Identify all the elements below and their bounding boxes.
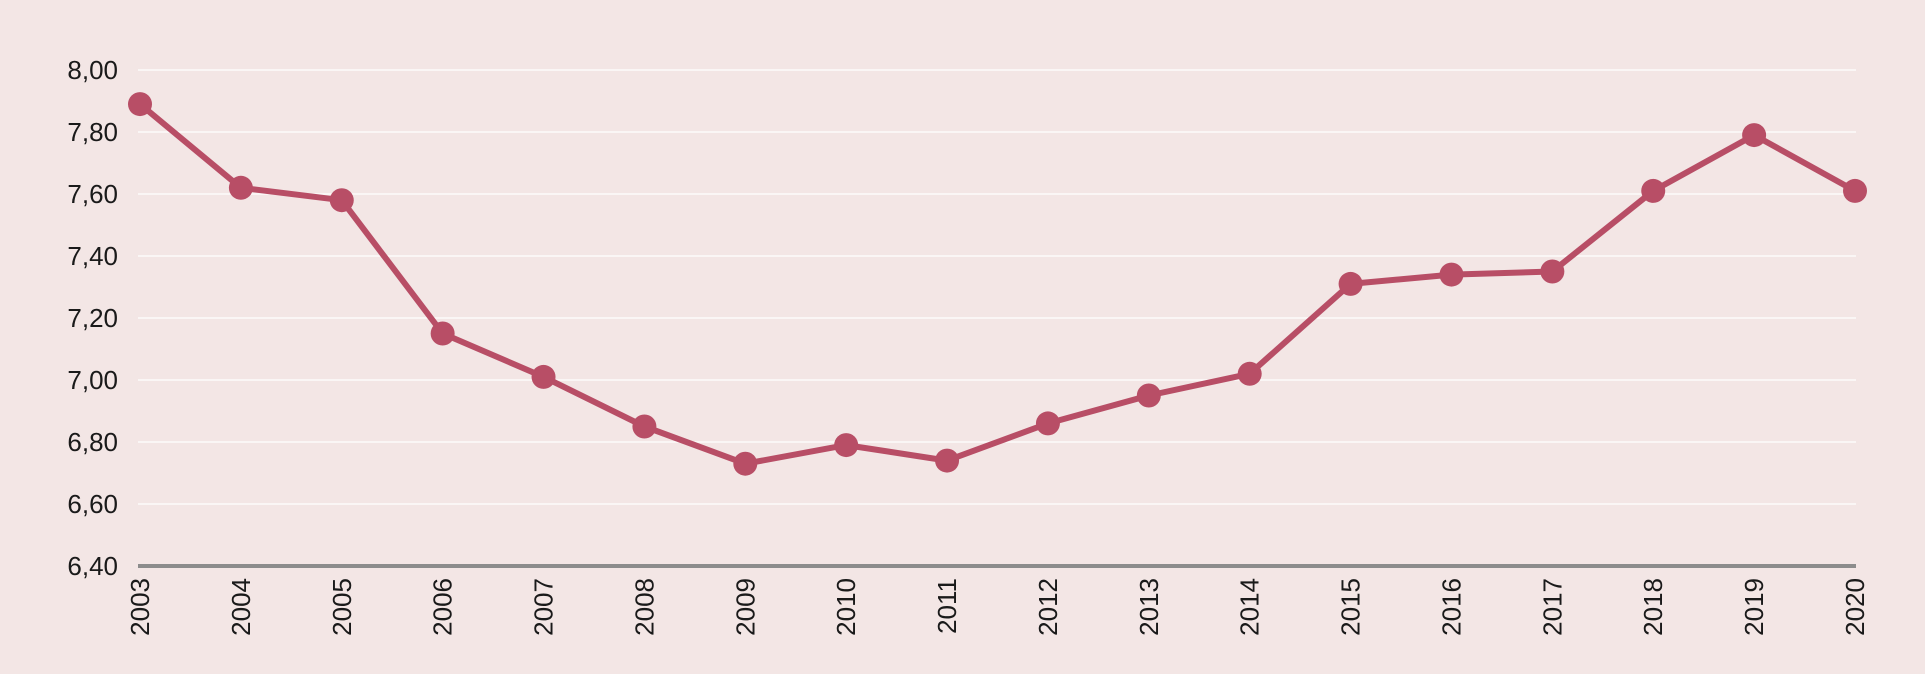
y-tick-label: 6,40 [67,551,118,581]
data-point [1338,271,1363,296]
data-point [1136,383,1161,408]
y-tick-label: 7,60 [67,179,118,209]
data-point [531,364,556,389]
x-axis-tick-labels: 2003 2004 2005 2006 2007 2008 2009 2010 2011 2012… [125,578,1870,636]
data-point [1035,411,1060,436]
y-tick-label: 6,60 [67,489,118,519]
x-tick-label: 2008 [629,578,659,636]
data-point [228,175,253,200]
series-line [137,101,1858,467]
x-tick-label: 2017 [1537,578,1567,636]
data-point [1742,123,1767,148]
x-tick-label: 2007 [529,578,559,636]
data-point [1237,361,1262,386]
x-tick-label: 2016 [1436,578,1466,636]
data-point [1439,262,1464,287]
data-point [430,321,455,346]
gridlines [138,69,1856,505]
x-tick-label: 2012 [1033,578,1063,636]
data-point [733,451,758,476]
y-tick-label: 7,80 [67,117,118,147]
x-tick-label: 2015 [1336,578,1366,636]
y-tick-label: 8,00 [67,55,118,85]
x-tick-label: 2010 [831,578,861,636]
x-tick-label: 2014 [1235,578,1265,636]
y-tick-label: 7,00 [67,365,118,395]
x-tick-label: 2004 [226,578,256,636]
x-tick-label: 2018 [1638,578,1668,636]
data-point [1843,178,1867,203]
y-tick-label: 7,20 [67,303,118,333]
x-tick-label: 2005 [327,578,357,636]
series-layer [128,92,1867,476]
x-tick-label: 2003 [125,578,155,636]
data-point [935,448,960,473]
y-axis-tick-labels: 8,00 7,80 7,60 7,40 7,20 7,00 6,80 6,60 6,40 [67,55,118,581]
x-tick-label: 2006 [428,578,458,636]
data-point [128,92,152,117]
x-tick-label: 2020 [1840,578,1870,636]
data-point [834,433,859,458]
data-point [632,414,657,439]
x-tick-label: 2013 [1134,578,1164,636]
data-point [329,188,354,213]
x-tick-label: 2009 [730,578,760,636]
data-point [1540,259,1565,284]
data-point [1641,178,1666,203]
x-tick-label: 2019 [1739,578,1769,636]
x-tick-label: 2011 [932,578,962,634]
y-tick-label: 7,40 [67,241,118,271]
y-tick-label: 6,80 [67,427,118,457]
